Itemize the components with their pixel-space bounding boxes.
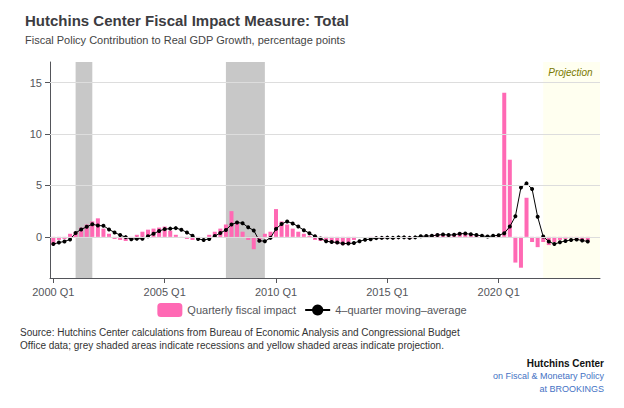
svg-text:Hutchins Center: Hutchins Center	[527, 358, 604, 369]
svg-text:4–quarter moving–average: 4–quarter moving–average	[335, 304, 466, 316]
svg-text:at BROOKINGS: at BROOKINGS	[539, 384, 604, 394]
svg-text:0: 0	[36, 231, 42, 243]
svg-text:Hutchins Center Fiscal Impact: Hutchins Center Fiscal Impact Measure: T…	[25, 12, 349, 29]
svg-text:2020 Q1: 2020 Q1	[478, 286, 520, 298]
svg-text:2010 Q1: 2010 Q1	[255, 286, 297, 298]
svg-text:2015 Q1: 2015 Q1	[366, 286, 408, 298]
svg-text:5: 5	[36, 179, 42, 191]
svg-text:Office data; grey shaded areas: Office data; grey shaded areas indicate …	[20, 340, 444, 351]
svg-text:2000 Q1: 2000 Q1	[32, 286, 74, 298]
svg-text:Quarterly fiscal impact: Quarterly fiscal impact	[187, 304, 296, 316]
svg-text:15: 15	[30, 77, 42, 89]
svg-text:Projection: Projection	[548, 67, 593, 78]
svg-text:2005 Q1: 2005 Q1	[144, 286, 186, 298]
svg-text:Source: Hutchins Center calcul: Source: Hutchins Center calculations fro…	[20, 327, 460, 338]
svg-text:on Fiscal & Monetary Policy: on Fiscal & Monetary Policy	[493, 371, 605, 381]
svg-text:10: 10	[30, 128, 42, 140]
svg-text:Fiscal Policy Contribution to: Fiscal Policy Contribution to Real GDP G…	[25, 34, 346, 46]
